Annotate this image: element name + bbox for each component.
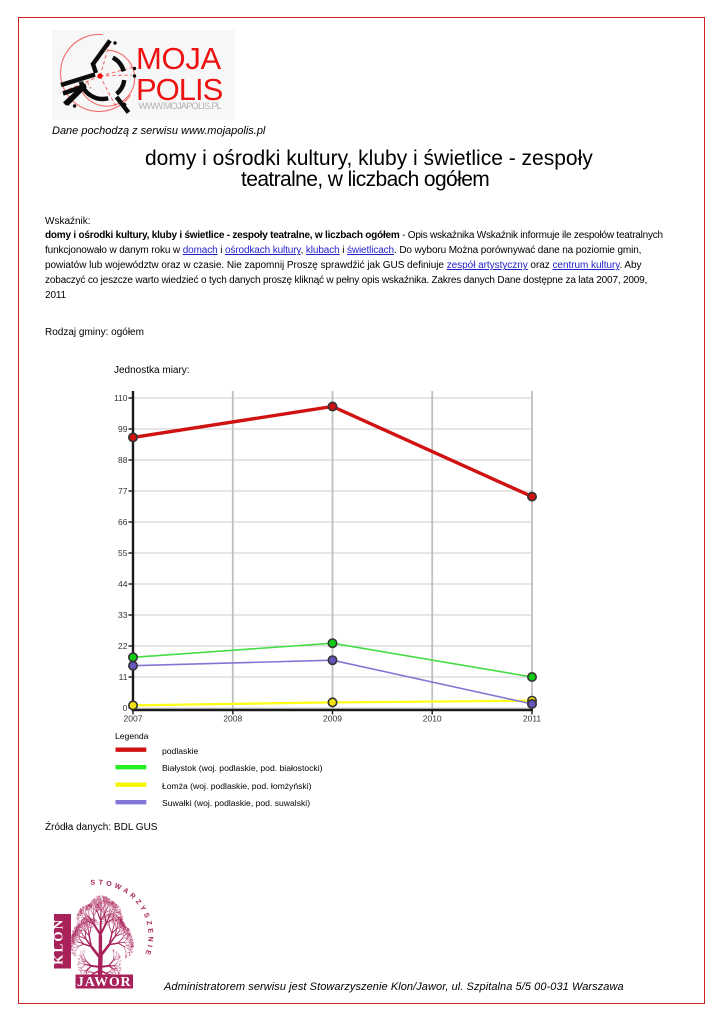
svg-text:44: 44 xyxy=(118,579,128,589)
svg-text:2010: 2010 xyxy=(423,714,442,724)
svg-text:110: 110 xyxy=(114,393,128,403)
svg-text:2009: 2009 xyxy=(323,714,342,724)
svg-text:0: 0 xyxy=(123,703,128,713)
svg-text:33: 33 xyxy=(118,610,128,620)
svg-text:JAWOR: JAWOR xyxy=(77,975,132,990)
svg-text:88: 88 xyxy=(118,455,128,465)
svg-text:22: 22 xyxy=(118,641,128,651)
svg-text:2011: 2011 xyxy=(523,714,542,724)
svg-text:2008: 2008 xyxy=(223,714,242,724)
svg-text:77: 77 xyxy=(118,486,128,496)
svg-text:66: 66 xyxy=(118,517,128,527)
svg-text:2007: 2007 xyxy=(124,714,143,724)
svg-text:99: 99 xyxy=(118,424,128,434)
svg-text:55: 55 xyxy=(118,548,128,558)
svg-text:11: 11 xyxy=(119,672,128,682)
svg-text:KLON: KLON xyxy=(51,918,66,965)
